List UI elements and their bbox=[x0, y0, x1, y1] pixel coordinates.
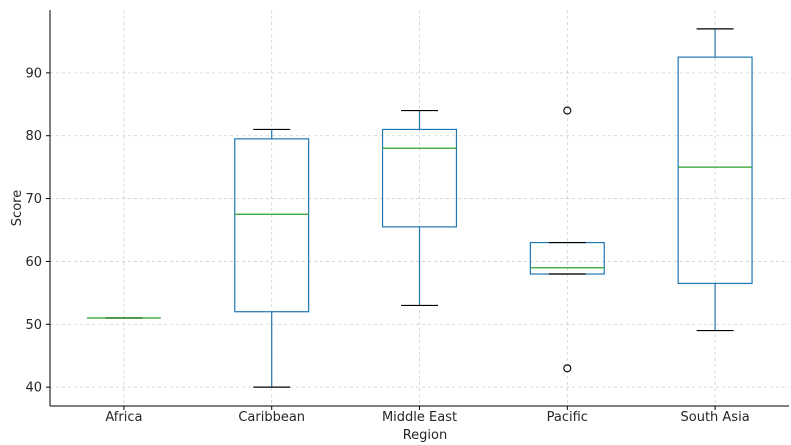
x-axis-label: Region bbox=[403, 428, 448, 443]
box-group-pacific bbox=[529, 106, 605, 373]
outlier-point bbox=[563, 106, 572, 115]
x-tick-label: Middle East bbox=[382, 410, 457, 425]
iqr-box bbox=[234, 138, 310, 313]
x-tick-label: South Asia bbox=[681, 410, 750, 425]
iqr-box bbox=[381, 128, 458, 228]
outlier-point bbox=[563, 364, 572, 373]
x-tick-label: Pacific bbox=[547, 410, 588, 425]
x-axis-ticks: Africa Caribbean Middle East Pacific South A… bbox=[105, 406, 750, 425]
box-group-caribbean bbox=[234, 128, 310, 388]
y-axis-label: Score bbox=[10, 190, 25, 226]
x-tick-label: Caribbean bbox=[238, 410, 305, 425]
plot-area bbox=[86, 28, 753, 388]
y-axis-ticks: 40 50 60 70 80 90 bbox=[25, 66, 50, 396]
x-tick-label: Africa bbox=[105, 410, 142, 425]
y-tick-label: 50 bbox=[25, 318, 42, 333]
iqr-box bbox=[677, 56, 753, 285]
y-tick-label: 90 bbox=[25, 66, 42, 81]
y-tick-label: 40 bbox=[25, 381, 42, 396]
y-tick-label: 60 bbox=[25, 255, 42, 270]
y-tick-label: 80 bbox=[25, 129, 42, 144]
box-group-south-asia bbox=[677, 28, 753, 332]
box-group-middle-east bbox=[381, 109, 458, 307]
y-tick-label: 70 bbox=[25, 192, 42, 207]
